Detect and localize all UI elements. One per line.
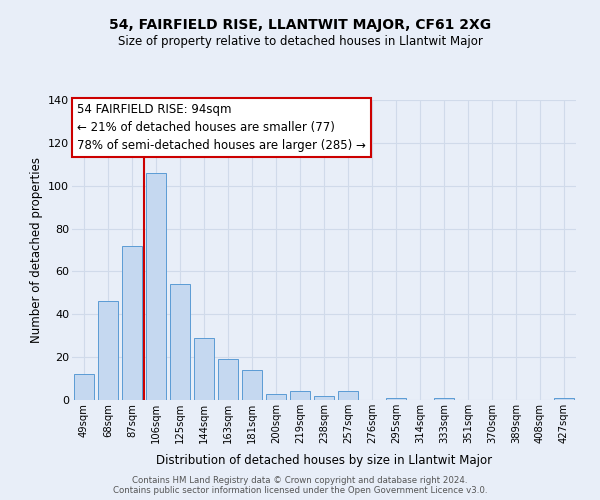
Bar [386,398,406,400]
Bar [122,246,142,400]
Bar [338,392,358,400]
Bar [266,394,286,400]
Text: 54, FAIRFIELD RISE, LLANTWIT MAJOR, CF61 2XG: 54, FAIRFIELD RISE, LLANTWIT MAJOR, CF61… [109,18,491,32]
Bar [314,396,334,400]
X-axis label: Distribution of detached houses by size in Llantwit Major: Distribution of detached houses by size … [156,454,492,468]
Y-axis label: Number of detached properties: Number of detached properties [29,157,43,343]
Text: Size of property relative to detached houses in Llantwit Major: Size of property relative to detached ho… [118,35,482,48]
Bar [434,398,454,400]
Text: Contains public sector information licensed under the Open Government Licence v3: Contains public sector information licen… [113,486,487,495]
Bar [242,370,262,400]
Bar [146,173,166,400]
Bar [74,374,94,400]
Bar [554,398,574,400]
Bar [194,338,214,400]
Bar [170,284,190,400]
Text: Contains HM Land Registry data © Crown copyright and database right 2024.: Contains HM Land Registry data © Crown c… [132,476,468,485]
Bar [218,360,238,400]
Text: 54 FAIRFIELD RISE: 94sqm
← 21% of detached houses are smaller (77)
78% of semi-d: 54 FAIRFIELD RISE: 94sqm ← 21% of detach… [77,103,366,152]
Bar [290,392,310,400]
Bar [98,302,118,400]
